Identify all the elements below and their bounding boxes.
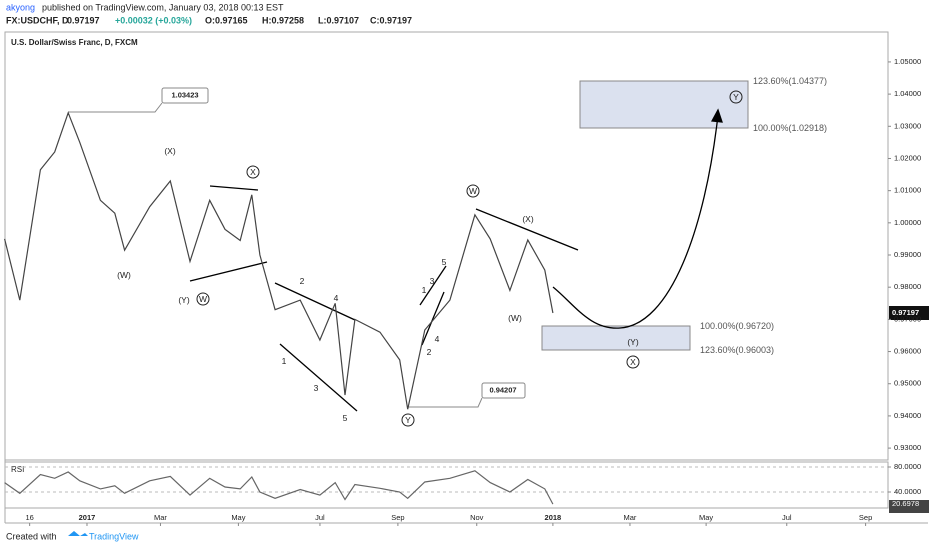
- price-line: [4, 470, 554, 505]
- wave-circle: [196, 292, 210, 306]
- price-callout: [481, 382, 526, 399]
- y-tick-label: 0.93000: [894, 443, 921, 452]
- annotation: 5: [442, 257, 447, 267]
- symbol-bar: FX:USDCHF, D 0.97197 +0.00032 (+0.03%) O…: [6, 15, 412, 25]
- last-price-label: 0.97197: [892, 308, 919, 317]
- annotation: 2: [300, 276, 305, 286]
- annotation: 4: [334, 293, 339, 303]
- symbol: FX:USDCHF, D: [6, 15, 69, 25]
- price-pane: [4, 31, 889, 461]
- y-tick-label: 0.94000: [894, 411, 921, 420]
- y-tick-label: 1.05000: [894, 57, 921, 66]
- y-tick-label: 0.99000: [894, 250, 921, 259]
- wave-lines: [68, 102, 723, 412]
- annotation: 100.00%(0.96720): [700, 321, 774, 331]
- x-tick-label: Sep: [391, 513, 404, 522]
- annotation: 0.94207: [489, 385, 516, 394]
- wave-circle: [466, 184, 480, 198]
- rsi-pane: [4, 461, 889, 509]
- chart-title: U.S. Dollar/Swiss Franc, D, FXCM: [11, 38, 138, 47]
- y-tick-label: 0.95000: [894, 379, 921, 388]
- y-tick-label: 1.02000: [894, 153, 921, 162]
- annotation: (W): [117, 270, 131, 280]
- close: C:0.97197: [370, 15, 412, 25]
- x-tick-label: 2018: [545, 513, 562, 522]
- published: published on TradingView.com, January 03…: [42, 2, 284, 12]
- wave-circle: [729, 90, 743, 104]
- price-line: [4, 111, 554, 410]
- wave-circle: [401, 413, 415, 427]
- x-tick-label: May: [231, 513, 245, 522]
- target-zone: [541, 325, 691, 351]
- x-tick-label: Nov: [470, 513, 484, 522]
- y-tick-label: 40.0000: [894, 487, 921, 496]
- author[interactable]: akyong: [6, 2, 35, 12]
- rsi-title: RSI: [11, 465, 24, 474]
- high: H:0.97258: [262, 15, 304, 25]
- change: +0.00032 (+0.03%): [115, 15, 192, 25]
- annotation: (Y): [627, 337, 639, 347]
- open: O:0.97165: [205, 15, 248, 25]
- y-tick-label: 1.03000: [894, 121, 921, 130]
- value-label: 20.6978: [892, 499, 919, 508]
- y-tick-label: 1.01000: [894, 186, 921, 195]
- annotation: (Y): [178, 295, 190, 305]
- annotation: 3: [314, 383, 319, 393]
- y-tick-label: 1.00000: [894, 218, 921, 227]
- annotation: W: [199, 294, 207, 304]
- annotation: (X): [522, 214, 534, 224]
- y-tick-label: 80.0000: [894, 462, 921, 471]
- low: L:0.97107: [318, 15, 359, 25]
- annotation: (W): [508, 313, 522, 323]
- annotation: 1: [282, 356, 287, 366]
- x-tick-label: Mar: [154, 513, 167, 522]
- annotation: X: [630, 357, 636, 367]
- last: 0.97197: [67, 15, 100, 25]
- last-price-tag: [889, 306, 929, 320]
- y-tick-label: 0.98000: [894, 282, 921, 291]
- x-tick-label: Mar: [623, 513, 636, 522]
- logo: [68, 531, 88, 536]
- annotation: (X): [164, 146, 176, 156]
- annotation: 2: [427, 347, 432, 357]
- x-tick-label: May: [699, 513, 713, 522]
- x-tick-label: Jul: [315, 513, 325, 522]
- y-tick-label: 0.97000: [894, 314, 921, 323]
- target-zone: [579, 80, 749, 129]
- annotation: 100.00%(1.02918): [753, 123, 827, 133]
- y-tick-label: 1.04000: [894, 89, 921, 98]
- annotation: X: [250, 167, 256, 177]
- annotation: W: [469, 186, 477, 196]
- annotation: 1.03423: [171, 90, 198, 99]
- annotation: Y: [405, 415, 411, 425]
- rsi-value-tag: [889, 500, 929, 513]
- price-callout: [161, 87, 209, 104]
- annotation: Y: [733, 92, 739, 102]
- annotation: 123.60%(0.96003): [700, 345, 774, 355]
- wave-circle: [246, 165, 260, 179]
- footer-text: Created with: [6, 531, 57, 541]
- wave-circle: [626, 355, 640, 369]
- annotation: 3: [430, 276, 435, 286]
- footer-brand[interactable]: TradingView: [89, 531, 139, 541]
- x-tick-label: 2017: [79, 513, 96, 522]
- annotation: 1: [422, 285, 427, 295]
- x-tick-label: 16: [25, 513, 33, 522]
- x-tick-label: Jul: [782, 513, 792, 522]
- annotation: 4: [435, 334, 440, 344]
- annotation: 5: [343, 413, 348, 423]
- y-tick-label: 0.96000: [894, 347, 921, 356]
- annotation: 123.60%(1.04377): [753, 76, 827, 86]
- x-tick-label: Sep: [859, 513, 872, 522]
